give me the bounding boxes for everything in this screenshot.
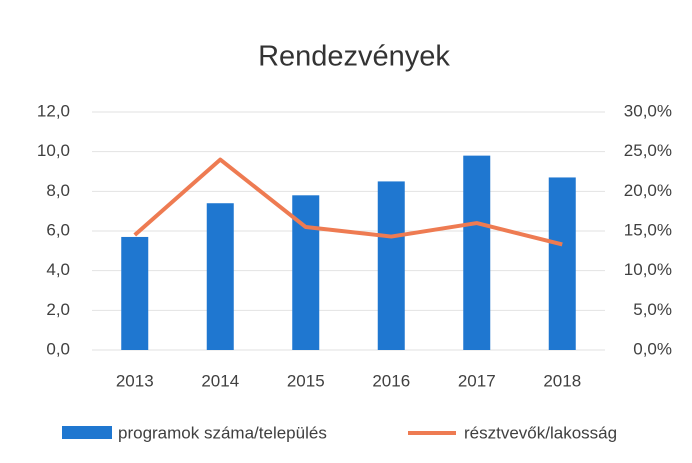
y2-tick-label: 5,0% — [633, 300, 672, 319]
y2-tick-label: 20,0% — [624, 181, 672, 200]
legend-label: résztvevők/lakosság — [464, 423, 617, 442]
x-tick-label: 2018 — [543, 371, 581, 390]
bar — [377, 181, 405, 350]
y-tick-label: 12,0 — [37, 101, 70, 120]
y2-tick-label: 30,0% — [624, 101, 672, 120]
chart-title: Rendezvények — [258, 41, 450, 73]
y2-tick-label: 25,0% — [624, 141, 672, 160]
x-tick-label: 2014 — [201, 371, 239, 390]
y-tick-label: 0,0 — [46, 339, 70, 358]
x-tick-label: 2017 — [458, 371, 496, 390]
y-tick-label: 6,0 — [46, 220, 70, 239]
y-tick-label: 2,0 — [46, 300, 70, 319]
x-tick-label: 2013 — [116, 371, 154, 390]
y2-tick-label: 15,0% — [624, 220, 672, 239]
legend-swatch — [62, 426, 112, 439]
y2-tick-label: 10,0% — [624, 260, 672, 279]
y-tick-label: 4,0 — [46, 260, 70, 279]
bar — [548, 177, 576, 350]
y-tick-label: 10,0 — [37, 141, 70, 160]
x-tick-label: 2015 — [287, 371, 325, 390]
y2-tick-label: 0,0% — [633, 339, 672, 358]
x-tick-label: 2016 — [372, 371, 410, 390]
y-tick-label: 8,0 — [46, 181, 70, 200]
bar — [121, 236, 149, 350]
bar — [463, 155, 491, 350]
bar — [206, 203, 234, 350]
legend-label: programok száma/település — [118, 423, 327, 442]
line — [133, 157, 563, 247]
